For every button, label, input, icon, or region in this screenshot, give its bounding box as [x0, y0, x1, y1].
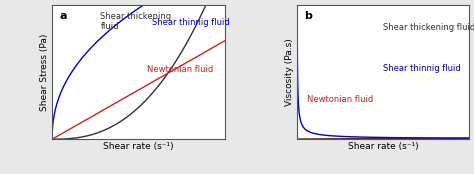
- Text: a: a: [59, 11, 66, 21]
- Y-axis label: Viscosity (Pa.s): Viscosity (Pa.s): [285, 38, 294, 106]
- Text: Shear thickening
fluid: Shear thickening fluid: [100, 12, 172, 31]
- Text: Shear thickening fluid: Shear thickening fluid: [383, 23, 474, 33]
- Text: Newtonian fluid: Newtonian fluid: [147, 65, 213, 74]
- Y-axis label: Shear Stress (Pa): Shear Stress (Pa): [40, 34, 49, 111]
- X-axis label: Shear rate (s⁻¹): Shear rate (s⁻¹): [103, 142, 173, 151]
- X-axis label: Shear rate (s⁻¹): Shear rate (s⁻¹): [348, 142, 419, 151]
- Text: b: b: [304, 11, 312, 21]
- Text: Newtonian fluid: Newtonian fluid: [307, 94, 374, 104]
- Text: Shear thinnig fluid: Shear thinnig fluid: [383, 64, 461, 73]
- Text: Shear thinnig fluid: Shear thinnig fluid: [152, 18, 230, 27]
